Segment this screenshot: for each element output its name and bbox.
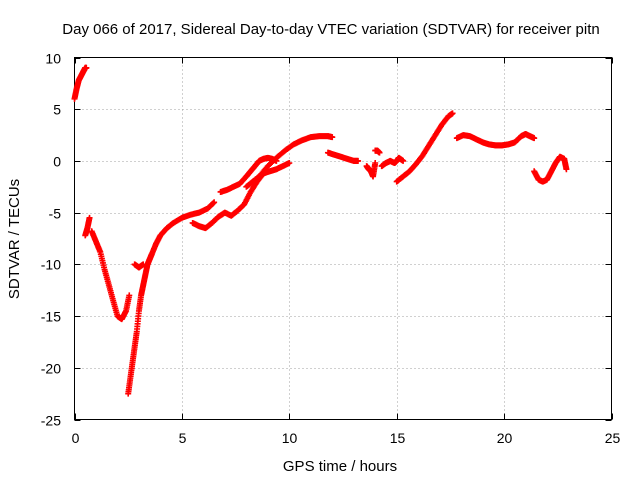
data-point	[355, 157, 362, 164]
data-points	[71, 64, 570, 397]
chart-title: Day 066 of 2017, Sidereal Day-to-day VTE…	[62, 21, 599, 38]
data-point	[400, 157, 407, 164]
data-point	[140, 261, 147, 268]
x-tick-label: 20	[497, 430, 513, 446]
y-tick-label: -5	[49, 206, 62, 222]
data-point	[126, 292, 133, 299]
y-axis-label: SDTVAR / TECUs	[6, 179, 23, 299]
data-point	[563, 166, 570, 173]
data-point	[372, 159, 379, 166]
gridlines	[74, 57, 612, 420]
data-point	[286, 159, 293, 166]
y-tick-label: 0	[53, 154, 61, 170]
data-point	[83, 64, 90, 71]
data-point	[531, 135, 538, 142]
x-axis-label: GPS time / hours	[283, 458, 397, 475]
x-tick-label: 15	[390, 430, 406, 446]
x-ticks: 0 5 10 15 20 25	[72, 57, 621, 446]
plot-area-border	[74, 57, 612, 420]
x-tick-label: 25	[605, 430, 621, 446]
x-tick-label: 10	[282, 430, 298, 446]
data-point	[449, 110, 456, 117]
data-point	[211, 199, 218, 206]
y-tick-label: -20	[41, 361, 61, 377]
y-ticks: -25 -20 -15 -10 -5 0 5 10	[41, 51, 612, 429]
data-point	[376, 149, 383, 156]
y-tick-label: -25	[41, 413, 61, 429]
data-point	[86, 214, 93, 221]
x-tick-label: 5	[179, 430, 187, 446]
data-point	[329, 134, 336, 141]
x-tick-label: 0	[72, 430, 80, 446]
y-tick-label: 10	[45, 51, 61, 67]
y-tick-label: 5	[53, 102, 61, 118]
y-tick-label: -15	[41, 309, 61, 325]
y-tick-label: -10	[41, 257, 61, 273]
